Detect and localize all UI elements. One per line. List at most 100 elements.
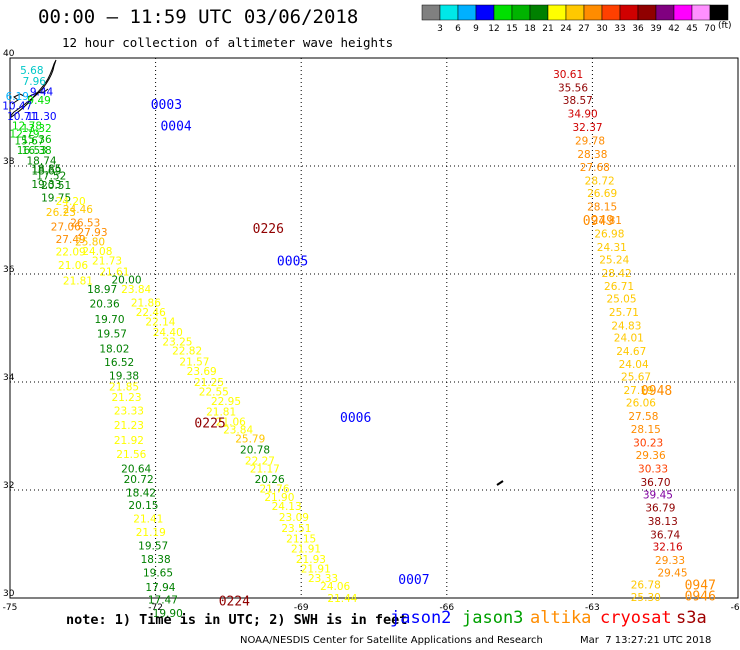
wave-height-value: 21.91: [291, 543, 321, 555]
x-tick-label: -72: [148, 603, 163, 613]
colorbar-label: 27: [578, 24, 589, 34]
wave-height-value: 21.90: [264, 492, 294, 504]
wave-height-value: 32.16: [653, 542, 683, 554]
wave-height-value: 21.56: [116, 449, 146, 461]
wave-height-value: 29.45: [657, 568, 687, 580]
wave-height-value: 24.04: [619, 359, 649, 371]
legend-altika: altika: [530, 608, 592, 628]
wave-height-value: 23.51: [281, 523, 311, 535]
wave-height-value: 12.78: [12, 121, 42, 133]
wave-height-value: 25.79: [235, 434, 265, 446]
wave-height-value: 23.84: [223, 425, 253, 437]
wave-height-value: 21.86: [131, 298, 161, 310]
wave-height-value: 21.76: [259, 483, 289, 495]
y-tick-label: 34: [3, 373, 15, 383]
wave-height-value: 20.00: [111, 274, 141, 286]
colorbar-swatch: [637, 4, 657, 21]
colorbar-label: 12: [488, 24, 499, 34]
grid-lines: [10, 58, 738, 598]
wave-height-value: 19.75: [41, 192, 71, 204]
wave-height-value: 26.23: [46, 207, 76, 219]
x-tick-label: -66: [439, 603, 454, 613]
wave-height-value: 35.56: [558, 83, 588, 95]
x-tick-label: -63: [585, 603, 600, 613]
pass-time-label: 0226: [253, 222, 284, 237]
wave-height-value: 21.73: [92, 256, 122, 268]
colorbar-swatch: [655, 4, 675, 21]
wave-height-value: 25.67: [621, 372, 651, 384]
wave-height-value: 29.36: [636, 450, 666, 462]
wave-height-value: 9.44: [30, 86, 54, 98]
wave-height-value: 27.81: [592, 215, 622, 227]
wave-height-value: 20.78: [240, 445, 270, 457]
colorbar-label: 70: [704, 24, 716, 34]
colorbar-label: 45: [686, 24, 697, 34]
legend-s3a: s3a: [676, 608, 707, 628]
y-tick-label: 36: [3, 265, 15, 275]
wave-height-value: 5.68: [20, 65, 43, 77]
wave-height-value: 6.19: [6, 91, 29, 103]
wave-height-value: 38.57: [563, 95, 593, 107]
wave-height-value: 26.98: [594, 229, 624, 241]
wave-height-value: 22.09: [56, 246, 86, 258]
wave-height-value: 28.72: [585, 176, 615, 188]
wave-height-value: 10.71: [7, 111, 37, 123]
colorbar-label: 39: [650, 24, 662, 34]
wave-height-value: 30.33: [638, 463, 668, 475]
wave-height-value: 10.47: [2, 101, 32, 113]
wave-height-value: 19.70: [94, 314, 124, 326]
wave-height-value: 18.38: [141, 554, 171, 566]
wave-height-value: 18.74: [27, 156, 57, 168]
pass-time-label: 0005: [277, 255, 308, 270]
wave-height-value: 17.94: [145, 582, 175, 594]
footer-generated: Mar 7 13:27:21 UTC 2018: [580, 635, 712, 646]
pass-time-label: 0003: [151, 98, 182, 113]
wave-height-value: 24.01: [614, 333, 644, 345]
wave-height-value: 24.46: [63, 204, 93, 216]
wave-height-value: 13.32: [22, 123, 52, 135]
wave-height-value: 12.79: [10, 129, 40, 141]
wave-height-value: 36.79: [645, 502, 675, 514]
wave-height-value: 7.96: [23, 76, 47, 88]
wave-height-value: 19.33: [31, 179, 61, 191]
wave-height-value: 29.78: [575, 136, 605, 148]
x-tick-label: -60: [731, 603, 740, 613]
colorbar-swatch: [529, 4, 549, 21]
wave-height-value: 24.67: [616, 346, 646, 358]
wave-height-value: 34.90: [568, 109, 598, 121]
wave-height-value: 25.24: [599, 254, 629, 266]
wave-height-value: 20.26: [255, 474, 285, 486]
wave-height-value: 16.52: [104, 357, 134, 369]
wave-height-value: 18.97: [87, 284, 117, 296]
wave-height-value: 26.06: [626, 398, 656, 410]
wave-height-value: 24.83: [611, 320, 641, 332]
wave-height-value: 21.91: [301, 563, 331, 575]
wave-height-value: 24.20: [56, 196, 86, 208]
wave-height-value: 19.65: [143, 568, 173, 580]
wave-height-value: 23.09: [279, 512, 309, 524]
wave-height-value: 21.93: [296, 554, 326, 566]
wave-height-points: 5.687.969.446.199.4910.4710.7111.3012.78…: [2, 65, 687, 620]
colorbar-swatch: [619, 4, 639, 21]
wave-height-value: 21.61: [99, 266, 129, 278]
wave-height-value: 21.17: [250, 463, 280, 475]
colorbar-swatch: [511, 4, 531, 21]
wave-height-value: 27.93: [77, 227, 107, 239]
wave-height-value: 20.64: [121, 463, 151, 475]
wave-height-value: 25.30: [631, 592, 661, 604]
wave-height-value: 21.19: [136, 527, 166, 539]
colorbar-label: 36: [632, 24, 644, 34]
wave-height-value: 27.19: [623, 385, 653, 397]
colorbar-swatch: [601, 4, 621, 21]
wave-height-value: 25.05: [606, 293, 636, 305]
wave-height-value: 21.23: [114, 420, 144, 432]
wave-height-value: 36.70: [640, 477, 670, 489]
wave-height-value: 16.53: [17, 145, 47, 157]
wave-height-value: 21.44: [327, 593, 357, 605]
x-tick-label: -69: [294, 603, 309, 613]
wave-height-value: 22.46: [136, 307, 166, 319]
wave-height-value: 23.84: [121, 284, 151, 296]
wave-height-value: 20.36: [90, 299, 120, 311]
wave-height-value: 19.57: [138, 541, 168, 553]
